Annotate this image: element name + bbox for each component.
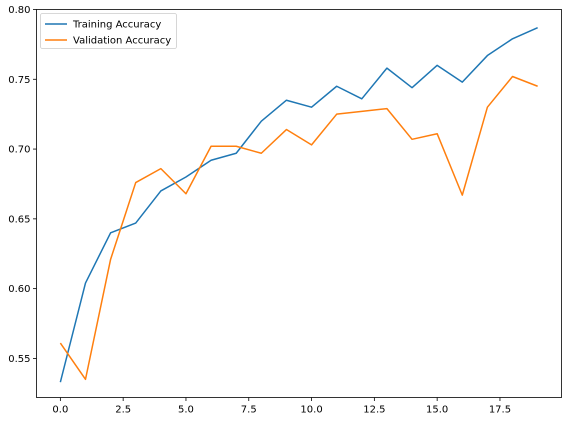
y-tick-label: 0.70 xyxy=(8,145,30,156)
y-tick-label: 0.75 xyxy=(8,75,30,86)
training-accuracy-line xyxy=(59,26,538,383)
validation-accuracy-line xyxy=(59,75,538,381)
series-lines xyxy=(59,26,538,383)
legend-label-validation: Validation Accuracy xyxy=(73,36,171,47)
x-tick-label: 7.5 xyxy=(241,405,257,416)
plot-area-border xyxy=(36,9,562,398)
x-tick-label: 0.0 xyxy=(52,405,68,416)
legend-box xyxy=(40,13,177,49)
y-tick-label: 0.80 xyxy=(8,5,30,16)
y-tick-label: 0.60 xyxy=(8,284,30,295)
x-tick-label: 2.5 xyxy=(115,405,131,416)
legend: Training Accuracy Validation Accuracy xyxy=(40,13,177,49)
legend-label-training: Training Accuracy xyxy=(72,20,161,31)
x-tick-label: 12.5 xyxy=(363,405,385,416)
x-tick-label: 17.5 xyxy=(489,405,511,416)
x-tick-label: 10.0 xyxy=(300,405,322,416)
x-tick-label: 5.0 xyxy=(178,405,194,416)
axis-ticks: 0.0 2.5 5.0 7.5 10.0 12.5 15.0 17.5 0.55 0.60 0.65… xyxy=(8,5,511,416)
y-tick-label: 0.65 xyxy=(8,214,30,225)
y-tick-label: 0.55 xyxy=(8,354,30,365)
x-tick-label: 15.0 xyxy=(426,405,448,416)
